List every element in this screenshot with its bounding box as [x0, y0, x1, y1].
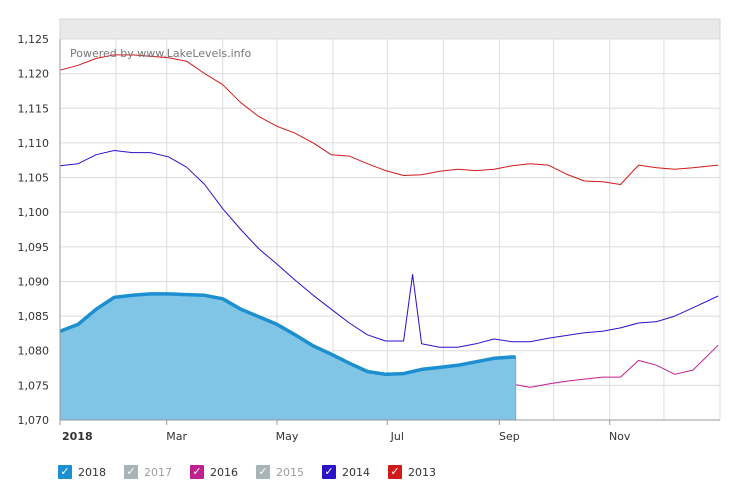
watermark-text: Powered by www.LakeLevels.info	[70, 47, 252, 60]
y-tick-label: 1,075	[18, 379, 50, 392]
legend-checkbox-icon[interactable]: ✓	[256, 465, 270, 479]
y-tick-label: 1,080	[18, 345, 50, 358]
legend-label: 2015	[276, 465, 304, 479]
legend-checkbox-icon[interactable]: ✓	[388, 465, 402, 479]
y-tick-label: 1,115	[18, 102, 50, 115]
legend-item-2017[interactable]: ✓ 2017	[124, 465, 172, 479]
y-tick-label: 1,105	[18, 172, 50, 185]
y-tick-label: 1,095	[18, 241, 50, 254]
series-2014-line	[59, 150, 719, 348]
legend-checkbox-icon[interactable]: ✓	[190, 465, 204, 479]
series-2018-line	[59, 292, 516, 377]
x-tick-label: Mar	[166, 430, 187, 443]
legend-label: 2013	[408, 465, 436, 479]
legend-label: 2018	[78, 465, 106, 479]
legend-item-2013[interactable]: ✓ 2013	[388, 465, 436, 479]
x-tick-label: Nov	[609, 430, 631, 443]
x-tick-label: May	[276, 430, 299, 443]
legend-checkbox-icon[interactable]: ✓	[124, 465, 138, 479]
y-tick-label: 1,125	[18, 33, 50, 46]
chart-legend: ✓ 2018 ✓ 2017 ✓ 2016 ✓ 2015 ✓ 2014 ✓ 2013	[58, 462, 454, 482]
y-tick-label: 1,110	[18, 137, 50, 150]
series-2018-area	[60, 293, 516, 420]
x-tick-label: Sep	[499, 430, 520, 443]
axes: 1,070 1,075 1,080 1,085 1,090 1,095 1,100 1,105…	[18, 33, 720, 443]
legend-label: 2014	[342, 465, 370, 479]
legend-checkbox-icon[interactable]: ✓	[322, 465, 336, 479]
y-tick-label: 1,100	[18, 206, 50, 219]
legend-label: 2017	[144, 465, 172, 479]
y-tick-label: 1,085	[18, 310, 50, 323]
x-tick-label: Jul	[390, 430, 404, 443]
y-tick-label: 1,090	[18, 275, 50, 288]
legend-item-2014[interactable]: ✓ 2014	[322, 465, 370, 479]
x-tick-label: 2018	[62, 430, 93, 443]
legend-checkbox-icon[interactable]: ✓	[58, 465, 72, 479]
series-2013-line	[59, 54, 719, 185]
legend-label: 2016	[210, 465, 238, 479]
chart-header-bar	[59, 18, 721, 40]
y-tick-label: 1,070	[18, 414, 50, 427]
legend-item-2018[interactable]: ✓ 2018	[58, 465, 106, 479]
y-tick-label: 1,120	[18, 68, 50, 81]
legend-item-2015[interactable]: ✓ 2015	[256, 465, 304, 479]
legend-item-2016[interactable]: ✓ 2016	[190, 465, 238, 479]
series-layer	[59, 54, 719, 420]
